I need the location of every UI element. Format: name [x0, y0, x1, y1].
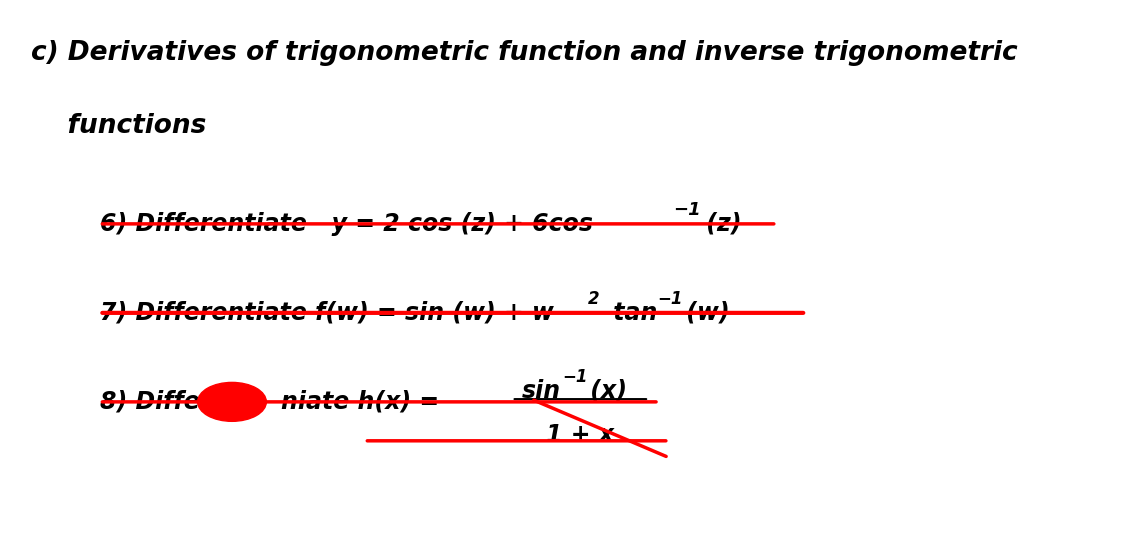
Text: tan: tan	[605, 301, 657, 325]
Text: (z): (z)	[699, 212, 741, 236]
Text: 2: 2	[588, 290, 600, 308]
Text: 8) Diffe: 8) Diffe	[99, 390, 199, 414]
Text: sin: sin	[522, 379, 560, 402]
Text: −1: −1	[657, 290, 683, 308]
Text: 6) Differentiate   y = 2 cos (z) + 6cos: 6) Differentiate y = 2 cos (z) + 6cos	[99, 212, 593, 236]
Text: 7) Differentiate f(w) = sin (w) + w: 7) Differentiate f(w) = sin (w) + w	[99, 301, 554, 325]
Text: (x): (x)	[583, 379, 628, 402]
Text: −1: −1	[562, 368, 588, 386]
Text: c) Derivatives of trigonometric function and inverse trigonometric: c) Derivatives of trigonometric function…	[30, 40, 1017, 67]
Text: −1: −1	[674, 201, 701, 219]
Text: functions: functions	[30, 112, 206, 139]
Text: niate h(x) =: niate h(x) =	[281, 390, 439, 414]
Circle shape	[198, 382, 267, 421]
Text: (w): (w)	[678, 301, 730, 325]
Text: 1 + x: 1 + x	[546, 423, 614, 447]
